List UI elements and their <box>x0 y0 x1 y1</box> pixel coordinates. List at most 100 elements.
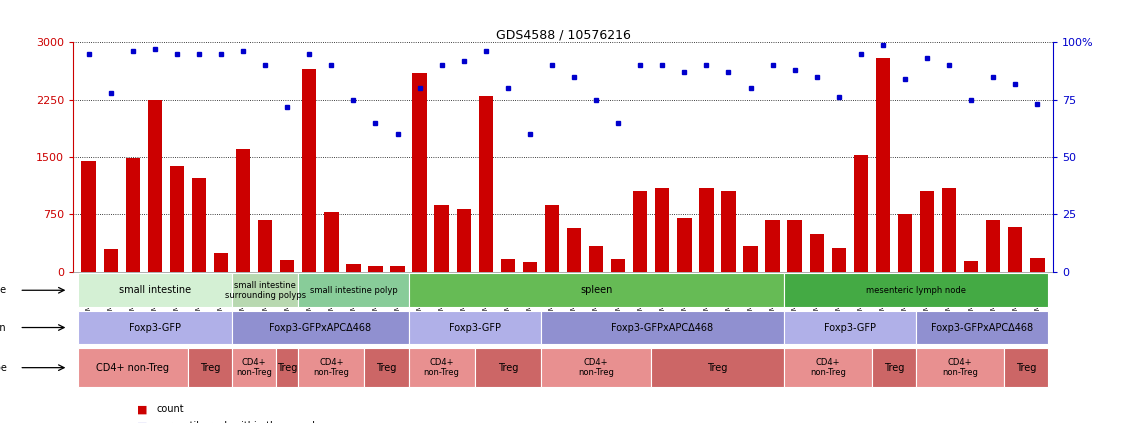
Bar <box>787 220 802 272</box>
Bar <box>677 218 691 272</box>
Bar <box>501 259 515 272</box>
Bar <box>170 166 184 272</box>
Text: Treg: Treg <box>376 363 396 373</box>
Bar <box>651 348 784 387</box>
Bar <box>876 58 890 272</box>
Bar <box>368 266 383 272</box>
Bar <box>409 274 784 307</box>
Bar <box>78 311 232 344</box>
Text: CD4+
non-Treg: CD4+ non-Treg <box>313 358 349 377</box>
Text: count: count <box>157 404 184 414</box>
Bar <box>104 249 118 272</box>
Bar <box>191 178 206 272</box>
Bar <box>540 311 784 344</box>
Bar <box>1030 258 1045 272</box>
Text: CD4+
non-Treg: CD4+ non-Treg <box>810 358 846 377</box>
Bar <box>232 311 409 344</box>
Text: Foxp3-GFPxAPCΔ468: Foxp3-GFPxAPCΔ468 <box>931 322 1034 332</box>
Bar <box>412 73 427 272</box>
Bar <box>280 260 294 272</box>
Bar <box>232 274 298 307</box>
Bar <box>633 191 647 272</box>
Bar <box>78 274 232 307</box>
Bar <box>1008 227 1022 272</box>
Bar <box>409 348 475 387</box>
Text: small intestine
surrounding polyps: small intestine surrounding polyps <box>224 280 305 300</box>
Bar <box>302 69 316 272</box>
Text: tissue: tissue <box>0 285 7 295</box>
Bar <box>409 311 540 344</box>
Text: CD4+
non-Treg: CD4+ non-Treg <box>942 358 978 377</box>
Text: Treg: Treg <box>707 363 727 373</box>
Bar <box>236 149 250 272</box>
Text: genotype/variation: genotype/variation <box>0 322 7 332</box>
Bar <box>78 348 188 387</box>
Bar <box>298 348 365 387</box>
Bar <box>545 205 560 272</box>
Bar <box>942 187 956 272</box>
Text: small intestine: small intestine <box>118 285 191 295</box>
Bar <box>655 187 670 272</box>
Text: Foxp3-GFP: Foxp3-GFP <box>449 322 501 332</box>
Text: mesenteric lymph node: mesenteric lymph node <box>866 286 966 295</box>
Bar <box>479 96 493 272</box>
Text: ■: ■ <box>137 421 148 423</box>
Bar <box>986 220 1000 272</box>
Bar <box>258 220 272 272</box>
Bar <box>298 274 409 307</box>
Text: CD4+ non-Treg: CD4+ non-Treg <box>96 363 169 373</box>
Bar <box>276 348 298 387</box>
Bar <box>964 261 978 272</box>
Bar <box>784 348 872 387</box>
Text: Treg: Treg <box>1016 363 1037 373</box>
Text: CD4+
non-Treg: CD4+ non-Treg <box>236 358 272 377</box>
Bar <box>435 205 449 272</box>
Text: Foxp3-GFP: Foxp3-GFP <box>128 322 181 332</box>
Text: CD4+
non-Treg: CD4+ non-Treg <box>423 358 459 377</box>
Bar <box>611 259 625 272</box>
Bar <box>897 214 912 272</box>
Text: Treg: Treg <box>498 363 518 373</box>
Bar <box>920 191 935 272</box>
Text: CD4+
non-Treg: CD4+ non-Treg <box>578 358 614 377</box>
Bar <box>540 348 651 387</box>
Bar <box>214 253 229 272</box>
Bar <box>81 161 96 272</box>
Text: ■: ■ <box>137 404 148 414</box>
Bar <box>391 266 404 272</box>
Bar <box>784 274 1048 307</box>
Bar <box>522 262 537 272</box>
Bar <box>566 228 581 272</box>
Bar <box>722 191 735 272</box>
Text: Treg: Treg <box>884 363 904 373</box>
Bar <box>766 220 780 272</box>
Bar <box>917 348 1004 387</box>
Text: small intestine polyp: small intestine polyp <box>310 286 397 295</box>
Bar <box>456 209 471 272</box>
Bar <box>188 348 232 387</box>
Bar <box>148 100 162 272</box>
Text: Treg: Treg <box>277 363 297 373</box>
Bar <box>589 246 604 272</box>
Bar <box>832 248 846 272</box>
Bar <box>699 187 714 272</box>
Bar <box>346 264 360 272</box>
Bar <box>810 234 824 272</box>
Bar <box>475 348 540 387</box>
Text: percentile rank within the sample: percentile rank within the sample <box>157 421 321 423</box>
Bar <box>232 348 276 387</box>
Bar <box>743 247 758 272</box>
Text: cell type: cell type <box>0 363 7 373</box>
Title: GDS4588 / 10576216: GDS4588 / 10576216 <box>495 28 631 41</box>
Text: Foxp3-GFP: Foxp3-GFP <box>824 322 876 332</box>
Bar <box>126 159 140 272</box>
Bar <box>917 311 1048 344</box>
Bar <box>872 348 917 387</box>
Text: Foxp3-GFPxAPCΔ468: Foxp3-GFPxAPCΔ468 <box>269 322 372 332</box>
Bar <box>365 348 409 387</box>
Text: Treg: Treg <box>199 363 221 373</box>
Bar <box>324 212 339 272</box>
Bar <box>854 155 868 272</box>
Bar <box>784 311 917 344</box>
Bar <box>1004 348 1048 387</box>
